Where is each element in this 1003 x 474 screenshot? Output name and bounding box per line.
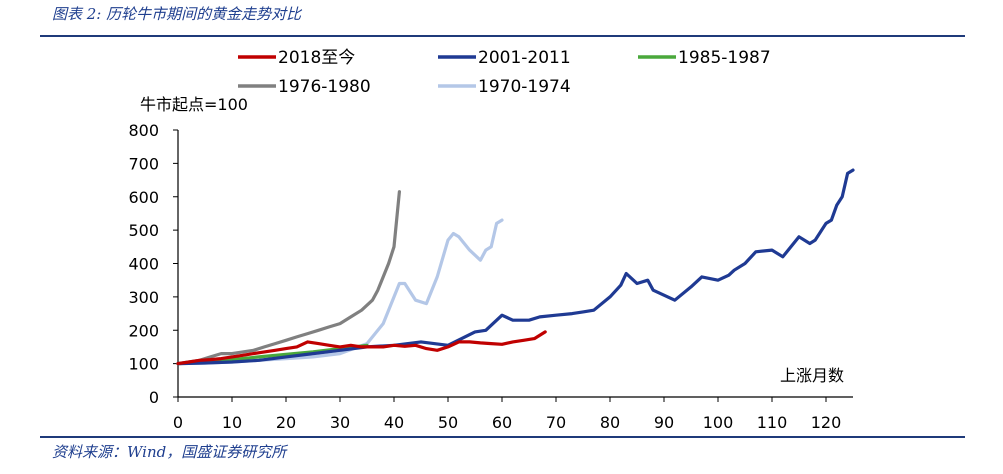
y-tick-label: 600 bbox=[128, 188, 159, 207]
y-tick-label: 300 bbox=[128, 288, 159, 307]
legend-label: 1976-1980 bbox=[278, 77, 371, 97]
title-rule bbox=[40, 35, 965, 37]
series-line-1976-1980 bbox=[176, 190, 401, 366]
y-tick-label: 200 bbox=[128, 321, 159, 340]
x-tick-label: 100 bbox=[703, 413, 734, 432]
y-tick-label: 800 bbox=[128, 121, 159, 140]
y-ticks: 0 100 200 300 400 500 600 700 800 bbox=[128, 121, 178, 407]
y-tick-label: 0 bbox=[149, 388, 159, 407]
source-rule bbox=[40, 436, 965, 438]
x-tick-label: 60 bbox=[492, 413, 512, 432]
figure-source: 资料来源：Wind，国盛证券研究所 bbox=[52, 443, 287, 461]
series-line-2001-2011 bbox=[176, 168, 855, 366]
figure-title: 图表 2: 历轮牛市期间的黄金走势对比 bbox=[52, 5, 302, 23]
legend-label: 2018至今 bbox=[278, 48, 355, 68]
y-tick-label: 100 bbox=[128, 355, 159, 374]
y-tick-label: 700 bbox=[128, 154, 159, 173]
x-tick-label: 10 bbox=[222, 413, 242, 432]
x-tick-label: 20 bbox=[276, 413, 296, 432]
x-tick-label: 110 bbox=[757, 413, 788, 432]
x-tick-label: 90 bbox=[654, 413, 674, 432]
legend-label: 1970-1974 bbox=[478, 77, 571, 97]
x-tick-label: 120 bbox=[811, 413, 842, 432]
y-tick-label: 400 bbox=[128, 255, 159, 274]
legend-label: 1985-1987 bbox=[678, 48, 771, 68]
series-line-2018至今 bbox=[176, 330, 547, 366]
legend-label: 2001-2011 bbox=[478, 48, 571, 68]
x-tick-label: 50 bbox=[438, 413, 458, 432]
series-lines bbox=[176, 168, 855, 366]
x-axis-label: 上涨月数 bbox=[780, 366, 844, 385]
legend: 2018至今 2001-2011 1985-1987 1976-1980 1970-19… bbox=[238, 48, 771, 97]
y-tick-label: 500 bbox=[128, 221, 159, 240]
x-tick-label: 0 bbox=[173, 413, 183, 432]
x-tick-label: 40 bbox=[384, 413, 404, 432]
x-tick-label: 30 bbox=[330, 413, 350, 432]
x-tick-label: 70 bbox=[546, 413, 566, 432]
y-axis-label: 牛市起点=100 bbox=[140, 95, 248, 114]
x-ticks: 0 10 20 30 40 50 60 70 80 90 100 110 120 bbox=[173, 397, 841, 432]
x-tick-label: 80 bbox=[600, 413, 620, 432]
